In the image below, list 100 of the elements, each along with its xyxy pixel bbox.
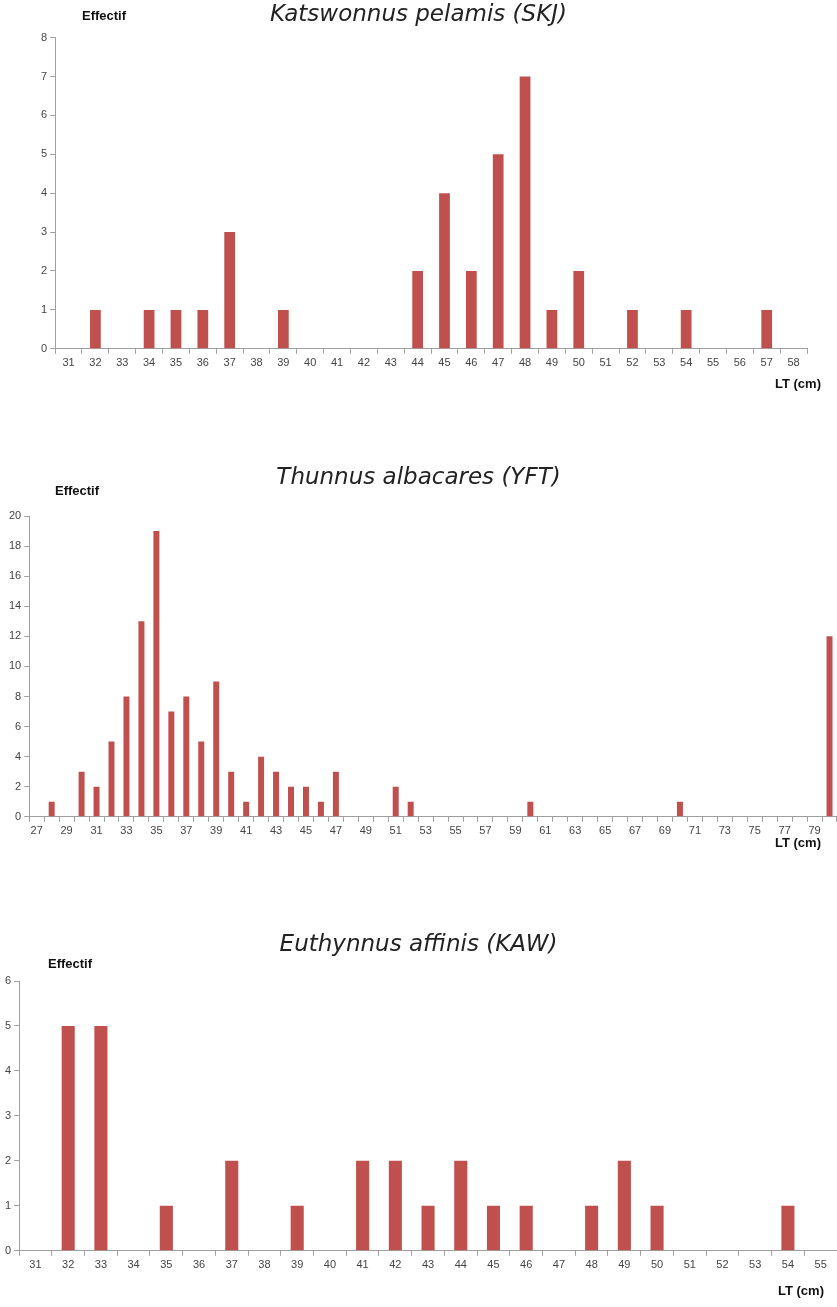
x-tick-label: 35 [160,1258,173,1271]
x-tick-label: 34 [127,1258,140,1271]
chart-title: Thunnus albacares (YFT) [276,463,561,489]
y-tick-label: 14 [8,599,22,612]
bar [278,309,289,349]
bar [454,1160,468,1251]
y-tick-label: 4 [4,1063,12,1076]
x-tick-label: 44 [454,1258,467,1271]
x-tick-label: 43 [421,1258,435,1271]
y-tick-label: 10 [8,659,22,672]
x-tick-label: 46 [520,1258,533,1271]
x-tick-label: 52 [716,1258,729,1271]
x-tick-label: 35 [169,356,183,369]
chart-title: Katswonnus pelamis (SKJ) [269,0,567,26]
y-axis-title: Effectif [55,483,100,498]
bar [680,309,692,349]
bar [78,771,85,817]
x-tick-label: 50 [572,356,585,369]
bar [170,309,182,349]
y-tick-label: 2 [40,264,48,277]
y-tick-label: 3 [40,225,48,238]
bar [224,232,236,349]
chart-title: Euthynnus affinis (KAW) [278,930,559,956]
bar [388,1160,402,1251]
x-tick-label: 39 [277,356,290,369]
x-tick-label: 53 [419,824,432,837]
y-tick-label: 1 [4,1198,12,1211]
bar [356,1160,370,1251]
x-tick-label: 40 [323,1258,337,1271]
x-tick-label: 42 [389,1258,402,1271]
x-tick-label: 49 [545,356,559,369]
y-axis-title: Effectif [48,956,93,971]
bar [826,636,833,817]
x-tick-label: 31 [90,824,103,837]
bar [138,621,145,817]
y-axis-title: Effectif [82,8,127,23]
y-tick-label: 2 [4,1153,12,1166]
x-tick-label: 45 [438,356,451,369]
x-tick-label: 35 [150,824,163,837]
x-tick-label: 55 [814,1258,827,1271]
bar [546,309,558,349]
y-tick-label: 1 [40,302,48,315]
x-tick-label: 38 [250,356,263,369]
y-tick-label: 6 [4,974,12,987]
bar [465,271,477,349]
x-tick-label: 31 [29,1258,42,1271]
x-tick-label: 31 [62,356,75,369]
bar [290,1205,304,1251]
x-tick-label: 49 [359,824,372,837]
y-tick-label: 6 [40,108,48,121]
y-tick-label: 3 [4,1108,12,1121]
x-tick-label: 71 [688,824,702,837]
bar [153,531,160,817]
y-tick-label: 0 [15,809,22,822]
x-axis-title: LT (cm) [775,376,821,391]
y-tick-label: 16 [8,569,22,582]
bar [258,756,265,817]
x-axis-title: LT (cm) [778,1283,824,1298]
x-tick-label: 45 [487,1258,500,1271]
x-tick-label: 58 [787,356,800,369]
y-tick-label: 4 [40,186,48,199]
bar [627,309,638,349]
bar [225,1160,239,1251]
bar [421,1205,435,1251]
x-tick-label: 54 [680,356,693,369]
bar [585,1205,599,1251]
x-tick-label: 36 [196,356,209,369]
bar [183,696,190,817]
x-tick-label: 61 [539,824,552,837]
x-tick-label: 34 [142,356,156,369]
y-tick-label: 8 [15,689,22,702]
bar [650,1205,664,1251]
x-tick-label: 44 [411,356,424,369]
x-tick-label: 43 [384,356,397,369]
x-tick-label: 46 [465,356,478,369]
x-tick-label: 52 [626,356,639,369]
x-tick-label: 54 [781,1258,795,1271]
x-tick-label: 73 [718,824,731,837]
bar [519,76,531,349]
bar [486,1205,501,1251]
bar [168,711,175,817]
x-tick-label: 53 [653,356,666,369]
x-tick-label: 32 [62,1258,75,1271]
x-axis-title: LT (cm) [775,835,821,850]
x-tick-label: 36 [192,1258,206,1271]
bar [93,786,100,817]
x-tick-label: 33 [116,356,129,369]
x-tick-label: 79 [808,824,821,837]
y-tick-label: 5 [40,147,48,160]
x-tick-label: 41 [330,356,344,369]
x-tick-label: 59 [509,824,522,837]
x-tick-label: 53 [749,1258,762,1271]
bar [61,1025,75,1251]
x-tick-label: 32 [89,356,102,369]
bar [573,271,585,349]
y-tick-label: 4 [15,749,22,762]
y-tick-label: 6 [15,719,22,732]
x-tick-label: 45 [299,824,313,837]
x-tick-label: 51 [683,1258,696,1271]
y-tick-label: 20 [8,509,22,522]
